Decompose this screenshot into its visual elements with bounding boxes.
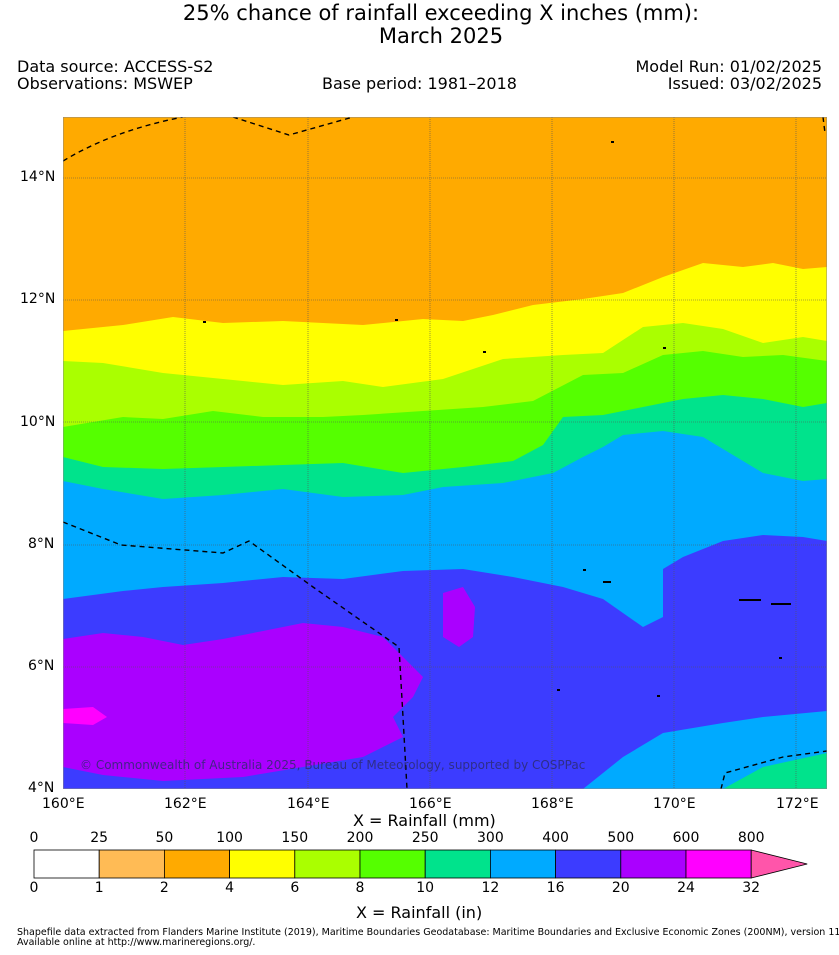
- colorbar-mm-tick: 0: [29, 830, 39, 846]
- colorbar-cell: [163, 849, 230, 879]
- colorbar-cell: [359, 849, 426, 879]
- model-run-label: Model Run: 01/02/2025: [635, 57, 823, 76]
- lon-label-168: 168°E: [531, 796, 574, 812]
- colorbar-cell: [489, 849, 556, 879]
- lon-label-166: 166°E: [409, 796, 452, 812]
- colorbar-cell: [294, 849, 361, 879]
- colorbar-mm-tick: 100: [216, 830, 243, 846]
- band-600-800mm-patch: [63, 707, 107, 725]
- band-500-600mm-patch: [443, 587, 475, 647]
- data-source-label: Data source: ACCESS-S2: [17, 57, 214, 76]
- colorbar-cell: [685, 849, 752, 879]
- colorbar-in-title: X = Rainfall (in): [356, 903, 483, 922]
- footer-line2: Available online at http://www.marinereg…: [17, 937, 256, 948]
- colorbar-in-tick: 20: [611, 880, 630, 896]
- lat-label-10: 10°N: [20, 414, 56, 430]
- lat-label-4: 4°N: [28, 780, 55, 796]
- rainfall-map-svg: © Commonwealth of Australia 2025, Bureau…: [63, 117, 827, 789]
- lat-label-14: 14°N: [20, 169, 56, 185]
- colorbar-mm-tick: 250: [411, 830, 439, 846]
- lat-label-8: 8°N: [28, 536, 55, 552]
- colorbar-mm-tick: 50: [155, 830, 174, 846]
- lon-label-162: 162°E: [164, 796, 207, 812]
- colorbar-in-tick: 32: [742, 880, 761, 896]
- colorbar-mm-title: X = Rainfall (mm): [353, 811, 496, 830]
- observations-label: Observations: MSWEP: [17, 74, 193, 93]
- colorbar-in-tick: 12: [481, 880, 500, 896]
- copyright-notice: © Commonwealth of Australia 2025, Bureau…: [80, 758, 585, 772]
- graticule: [63, 117, 827, 789]
- footer-line1: Shapefile data extracted from Flanders M…: [17, 927, 839, 938]
- colorbar-mm-tick: 400: [542, 830, 569, 846]
- rainfall-map: © Commonwealth of Australia 2025, Bureau…: [63, 117, 827, 789]
- colorbar-cell: [620, 849, 687, 879]
- lon-label-170: 170°E: [653, 796, 696, 812]
- band-500-600mm: [63, 623, 423, 781]
- eez-boundaries: [63, 117, 827, 789]
- colorbar-cell: [98, 849, 165, 879]
- islands: [203, 141, 791, 697]
- lat-label-6: 6°N: [28, 658, 55, 674]
- colorbar-in-tick: 16: [546, 880, 565, 896]
- colorbar-in-tick: 24: [677, 880, 695, 896]
- map-frame: [63, 117, 827, 789]
- colorbar-mm-tick: 300: [477, 830, 504, 846]
- band-250-300mm-southeast: [723, 753, 827, 789]
- colorbar-in-tick: 2: [159, 880, 169, 896]
- colorbar-in-tick: 0: [29, 880, 39, 896]
- colorbar-mm-tick: 25: [90, 830, 109, 846]
- issued-label: Issued: 03/02/2025: [667, 74, 822, 93]
- lon-label-160: 160°E: [42, 796, 85, 812]
- colorbar-cell: [33, 849, 100, 879]
- colorbar-mm-tick: 800: [737, 830, 765, 846]
- lon-label-172: 172°E: [776, 796, 819, 812]
- colorbar-cell: [229, 849, 296, 879]
- colorbar-in-tick: 6: [290, 880, 300, 896]
- colorbar-mm-tick: 200: [346, 830, 374, 846]
- colorbar-cells: [33, 849, 808, 879]
- colorbar-in-tick: 8: [355, 880, 365, 896]
- chart-title-line2: March 2025: [378, 24, 504, 48]
- colorbar-in-tick: 4: [225, 880, 235, 896]
- colorbar-in-tick: 1: [94, 880, 104, 896]
- colorbar-mm-tick: 150: [281, 830, 309, 846]
- colorbar-mm-tick: 600: [672, 830, 700, 846]
- base-period-label: Base period: 1981–2018: [322, 74, 517, 93]
- colorbar-svg: [33, 849, 808, 879]
- colorbar-in-tick: 10: [416, 880, 435, 896]
- colorbar-mm-tick: 500: [607, 830, 635, 846]
- colorbar-cell: [555, 849, 622, 879]
- chart-title-line1: 25% chance of rainfall exceeding X inche…: [182, 1, 700, 25]
- colorbar-extend-arrow: [750, 849, 808, 879]
- lon-label-164: 164°E: [287, 796, 330, 812]
- colorbar-cell: [424, 849, 491, 879]
- lat-label-12: 12°N: [20, 291, 56, 307]
